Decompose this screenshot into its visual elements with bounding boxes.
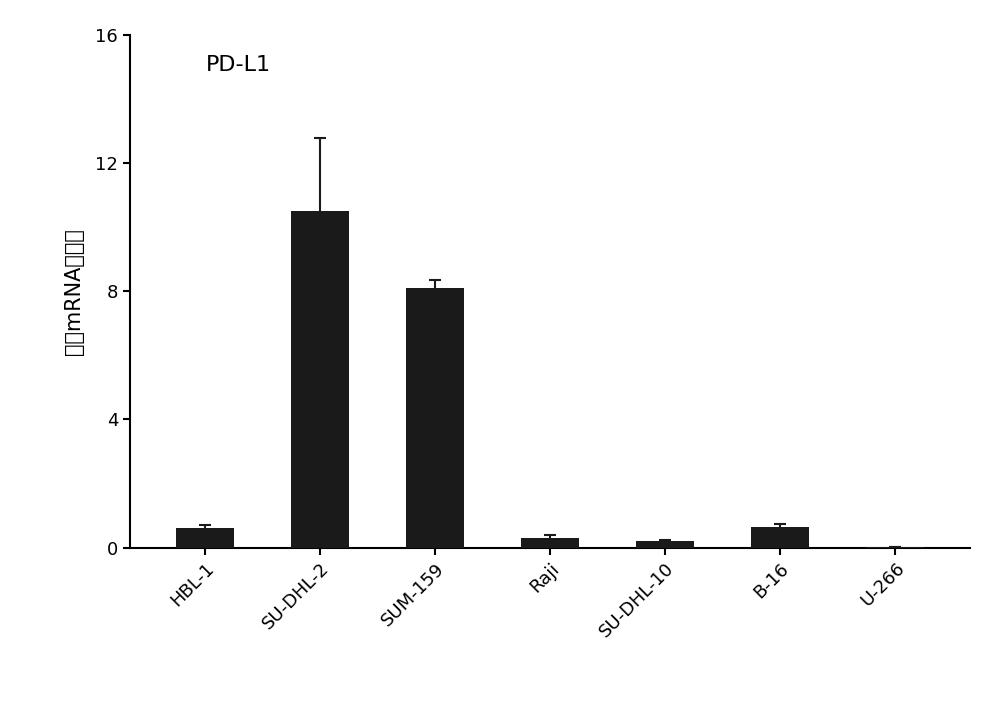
Y-axis label: 相对mRNA表达量: 相对mRNA表达量 xyxy=(64,228,84,355)
Text: PD-L1: PD-L1 xyxy=(206,55,271,75)
Bar xyxy=(521,538,579,548)
Bar xyxy=(636,541,694,548)
Bar xyxy=(751,526,809,548)
Bar xyxy=(176,528,234,548)
Bar xyxy=(291,211,349,548)
Bar xyxy=(406,288,464,548)
